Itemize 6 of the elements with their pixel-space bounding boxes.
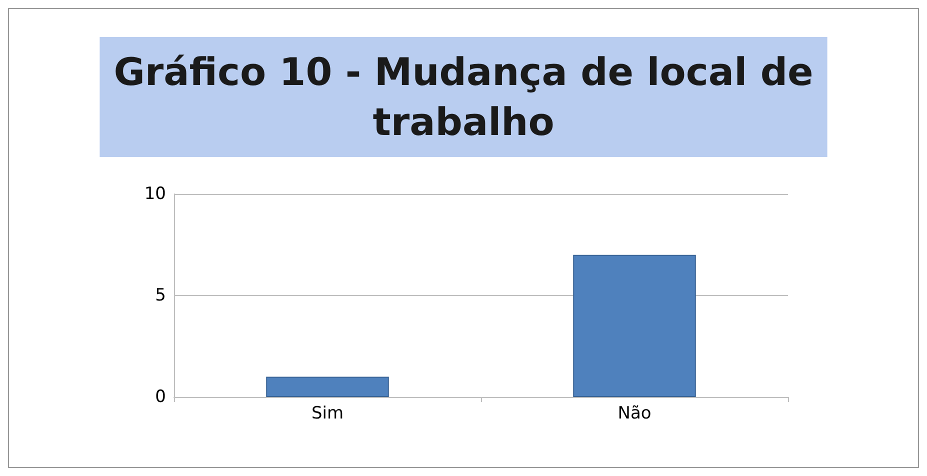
chart-title: Gráfico 10 - Mudança de local de trabalho <box>114 50 814 144</box>
y-tick-label: 0 <box>155 387 166 407</box>
x-tick-label: Não <box>618 404 652 424</box>
y-tick-label: 10 <box>144 184 166 204</box>
x-tick-label: Sim <box>311 404 344 424</box>
y-tick-label: 5 <box>155 286 166 306</box>
